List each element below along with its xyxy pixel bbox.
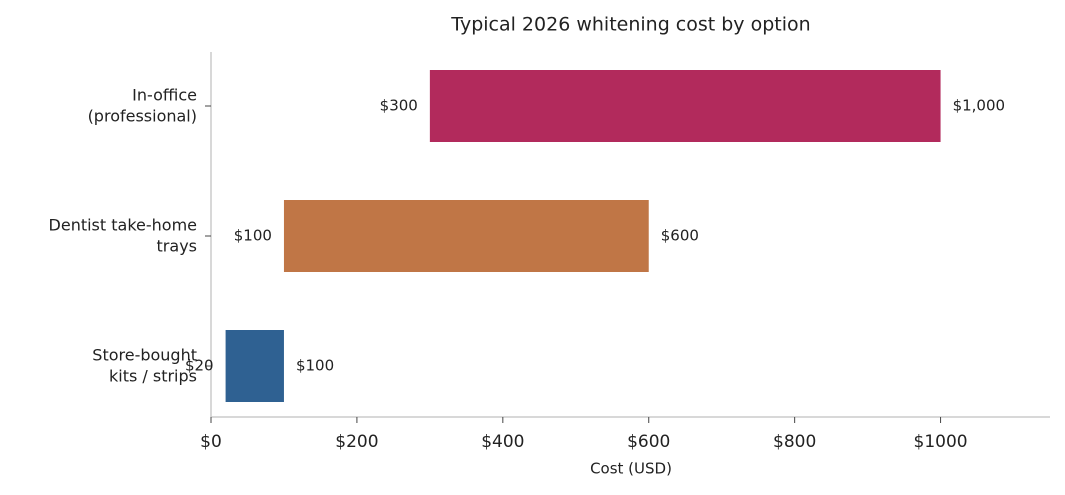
chart-title: Typical 2026 whitening cost by option — [450, 14, 810, 36]
x-tick-label: $600 — [627, 432, 670, 452]
bar — [429, 70, 941, 142]
x-tick-label: $0 — [200, 432, 222, 452]
x-tick-label: $200 — [335, 432, 378, 452]
low-label: $100 — [234, 227, 272, 245]
y-tick-label: Store-bought kits / strips — [92, 345, 197, 385]
x-tick-label: $800 — [773, 432, 816, 452]
high-label: $600 — [661, 227, 699, 245]
x-axis-label: Cost (USD) — [590, 460, 672, 478]
bar — [283, 200, 649, 272]
high-label: $1,000 — [953, 97, 1006, 115]
bar — [225, 330, 284, 402]
low-label: $300 — [380, 97, 418, 115]
y-tick-label: In-office (professional) — [88, 85, 197, 125]
high-label: $100 — [296, 357, 334, 375]
x-tick-label: $1000 — [914, 432, 968, 452]
low-label: $20 — [185, 357, 214, 375]
y-tick-label: Dentist take-home trays — [49, 215, 197, 255]
x-tick-label: $400 — [481, 432, 524, 452]
